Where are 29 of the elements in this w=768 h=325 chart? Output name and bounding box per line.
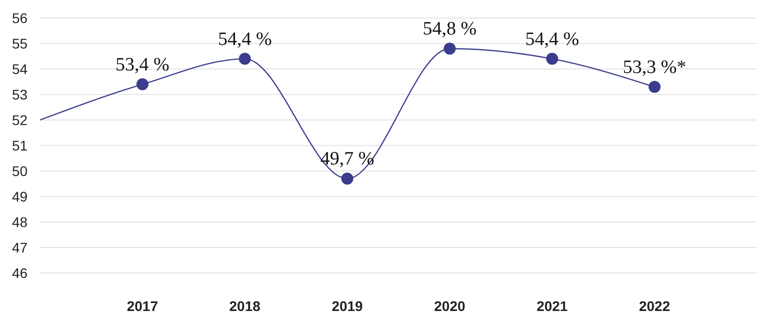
x-tick-label: 2022 [638, 298, 670, 314]
data-label: 49,7 % [320, 148, 374, 170]
x-tick-label: 2017 [126, 298, 158, 314]
y-tick-label: 54 [12, 60, 28, 77]
data-label: 54,4 % [525, 28, 580, 50]
y-tick-label: 49 [12, 188, 28, 204]
x-tick-label: 2019 [332, 298, 364, 314]
x-tick-label: 2018 [229, 298, 261, 314]
y-tick-label: 52 [12, 112, 28, 128]
point [341, 172, 354, 185]
point [238, 52, 251, 65]
data-label: 53,4 % [116, 54, 170, 76]
data-label: 54,4 % [218, 28, 272, 50]
point [136, 78, 148, 90]
point [444, 42, 456, 55]
y-tick-label: 48 [12, 214, 28, 230]
y-tick-label: 46 [12, 264, 28, 281]
y-tick-label: 47 [12, 239, 28, 256]
data-label: 53,3 %* [622, 56, 686, 78]
y-tick-label: 53 [12, 86, 28, 102]
x-tick-label: 2020 [434, 298, 466, 314]
y-tick-label: 55 [12, 35, 28, 52]
point [648, 80, 661, 93]
y-tick-label: 50 [12, 162, 28, 179]
point [546, 52, 558, 65]
data-label: 54,8 % [422, 18, 477, 40]
x-tick-label: 2021 [536, 298, 568, 314]
y-tick-label: 56 [12, 10, 28, 26]
y-tick-label: 51 [12, 137, 28, 154]
